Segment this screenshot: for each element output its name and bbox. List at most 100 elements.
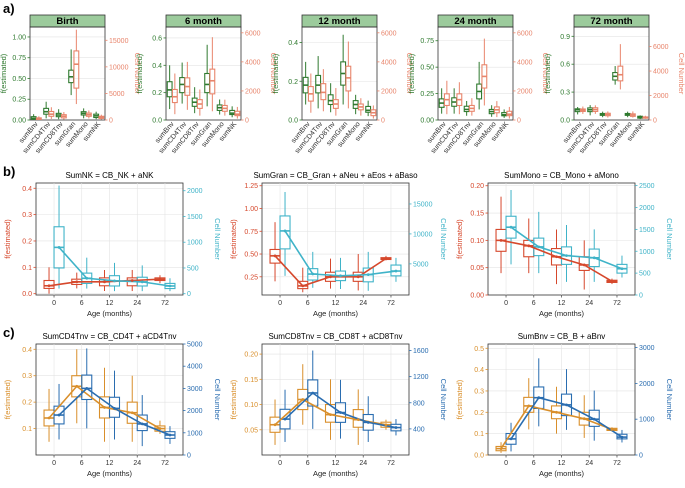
n-median-point bbox=[620, 435, 624, 439]
right-axis-title: Cell Number bbox=[213, 218, 222, 260]
f-median-point bbox=[273, 254, 277, 258]
charts-layer: Birth0.000.250.500.751.00050001000015000… bbox=[0, 14, 685, 478]
x-tick-label: 6 bbox=[306, 460, 310, 467]
x-tick-label: 72 bbox=[387, 460, 395, 467]
x-tick-label: 24 bbox=[585, 300, 593, 307]
left-tick-label: 0.50 bbox=[420, 65, 434, 72]
left-axis-title: f(estimated) bbox=[407, 53, 416, 93]
x-tick-label: 0 bbox=[278, 300, 282, 307]
right-tick-label: 0 bbox=[639, 453, 643, 460]
f-box-5 bbox=[365, 105, 372, 113]
n-median-point bbox=[168, 284, 172, 288]
left-tick-label: 1.00 bbox=[244, 206, 258, 213]
f-median-point bbox=[130, 411, 134, 415]
x-tick-label: 12 bbox=[106, 460, 114, 467]
n-box-3 bbox=[617, 65, 624, 82]
x-tick-label: 72 bbox=[387, 300, 395, 307]
plot-frame bbox=[437, 26, 514, 121]
right-tick-label: 2000 bbox=[381, 88, 397, 95]
right-tick-label: 2000 bbox=[639, 205, 655, 212]
n-median-point bbox=[140, 280, 144, 284]
right-tick-label: 6000 bbox=[517, 30, 533, 37]
left-axis-title: f(estimated) bbox=[3, 219, 12, 259]
x-tick-label: 72 bbox=[161, 460, 169, 467]
f-median-point bbox=[499, 238, 503, 242]
f-median-point bbox=[555, 255, 558, 259]
right-tick-label: 2000 bbox=[245, 88, 261, 95]
f-median-point bbox=[356, 275, 360, 279]
f-median-point bbox=[610, 279, 614, 283]
left-tick-label: 0.20 bbox=[470, 183, 484, 190]
right-tick-label: 3000 bbox=[639, 345, 655, 352]
left-tick-label: 0.0 bbox=[152, 118, 162, 125]
left-tick-label: 0.25 bbox=[420, 91, 434, 98]
left-tick-label: 0.3 bbox=[22, 212, 32, 219]
f-median-point bbox=[47, 416, 51, 420]
chart-a1: Birth 0.00 0.25 0.50 0.75 1.00 0 5000 10000 15000… bbox=[0, 14, 142, 155]
left-tick-label: 0.3 bbox=[560, 90, 570, 97]
right-tick-label: 3000 bbox=[187, 386, 203, 393]
left-tick-label: 0.4 bbox=[22, 347, 32, 354]
panel-label-a: a) bbox=[3, 1, 15, 16]
right-axis-title: Cell Number bbox=[439, 218, 448, 260]
f-median-point bbox=[103, 406, 106, 409]
plot-frame bbox=[165, 26, 242, 121]
left-axis-title: f(estimated) bbox=[271, 53, 280, 93]
right-tick-label: 500 bbox=[187, 265, 199, 272]
f-median-point bbox=[273, 423, 277, 427]
left-axis-title: f(estimated) bbox=[135, 53, 144, 93]
right-tick-label: 4000 bbox=[381, 59, 397, 66]
f-median-point bbox=[527, 404, 531, 408]
n-median-point bbox=[366, 273, 370, 277]
chart-a4: 24 month 0.00 0.25 0.50 0.75 0 2000 4000 6000 f(e… bbox=[407, 14, 550, 155]
n-box-0 bbox=[279, 215, 291, 250]
left-tick-label: 0.0 bbox=[22, 291, 32, 298]
left-tick-label: 0.1 bbox=[474, 431, 484, 438]
right-tick-label: 1000 bbox=[639, 249, 655, 256]
left-tick-label: 1.25 bbox=[244, 183, 258, 190]
right-tick-label: 6000 bbox=[653, 44, 669, 51]
right-axis-title: Cell Number bbox=[677, 53, 685, 95]
right-tick-label: 2000 bbox=[187, 408, 203, 415]
x-axis-title: Age (months) bbox=[87, 469, 133, 478]
right-tick-label: 10000 bbox=[109, 64, 129, 71]
left-tick-label: 0.2 bbox=[22, 238, 32, 245]
chart-a3: 12 month 0.0 0.2 0.4 0 2000 4000 6000 f(estimate… bbox=[271, 14, 414, 155]
n-median-point bbox=[113, 406, 116, 410]
left-tick-label: 0.6 bbox=[560, 62, 570, 69]
right-tick-label: 500 bbox=[639, 271, 651, 278]
x-tick-label: 72 bbox=[613, 460, 621, 467]
chart-title: SumCD8Tnv = CB_CD8T + aCD8Tnv bbox=[268, 332, 402, 341]
left-tick-label: 0.75 bbox=[12, 55, 26, 62]
right-axis-title: Cell Number bbox=[541, 53, 550, 95]
n-median-point bbox=[57, 245, 61, 249]
chart-title: SumGran = CB_Gran + aNeu + aEos + aBaso bbox=[253, 171, 418, 180]
n-box-3 bbox=[73, 50, 80, 89]
x-tick-label: 72 bbox=[613, 300, 621, 307]
n-median-point bbox=[394, 269, 398, 273]
x-tick-label: 0 bbox=[52, 300, 56, 307]
left-tick-label: 0.10 bbox=[470, 238, 484, 245]
n-median-point bbox=[565, 254, 568, 258]
x-tick-label: 6 bbox=[80, 300, 84, 307]
left-tick-label: 0.5 bbox=[474, 346, 484, 353]
left-tick-label: 0.05 bbox=[470, 265, 484, 272]
n-median-point bbox=[366, 420, 370, 424]
left-tick-label: 0.75 bbox=[244, 229, 258, 236]
n-median-point bbox=[311, 391, 315, 395]
left-tick-label: 0.4 bbox=[152, 63, 162, 70]
left-tick-label: 0.4 bbox=[474, 367, 484, 374]
left-tick-label: 0.6 bbox=[152, 35, 162, 42]
plot-frame bbox=[573, 26, 650, 121]
left-tick-label: 0.2 bbox=[152, 90, 162, 97]
left-tick-label: 0.3 bbox=[474, 388, 484, 395]
chart-b2: SumGran = CB_Gran + aNeu + aEos + aBaso 0… bbox=[229, 171, 448, 318]
f-median-point bbox=[555, 410, 558, 414]
right-tick-label: 800 bbox=[413, 400, 425, 407]
x-tick-label: 24 bbox=[359, 460, 367, 467]
right-tick-label: 400 bbox=[413, 426, 425, 433]
right-axis-title: Cell Number bbox=[269, 53, 278, 95]
panel-label-b: b) bbox=[3, 164, 15, 179]
n-median-point bbox=[509, 225, 513, 229]
left-tick-label: 0.1 bbox=[22, 426, 32, 433]
